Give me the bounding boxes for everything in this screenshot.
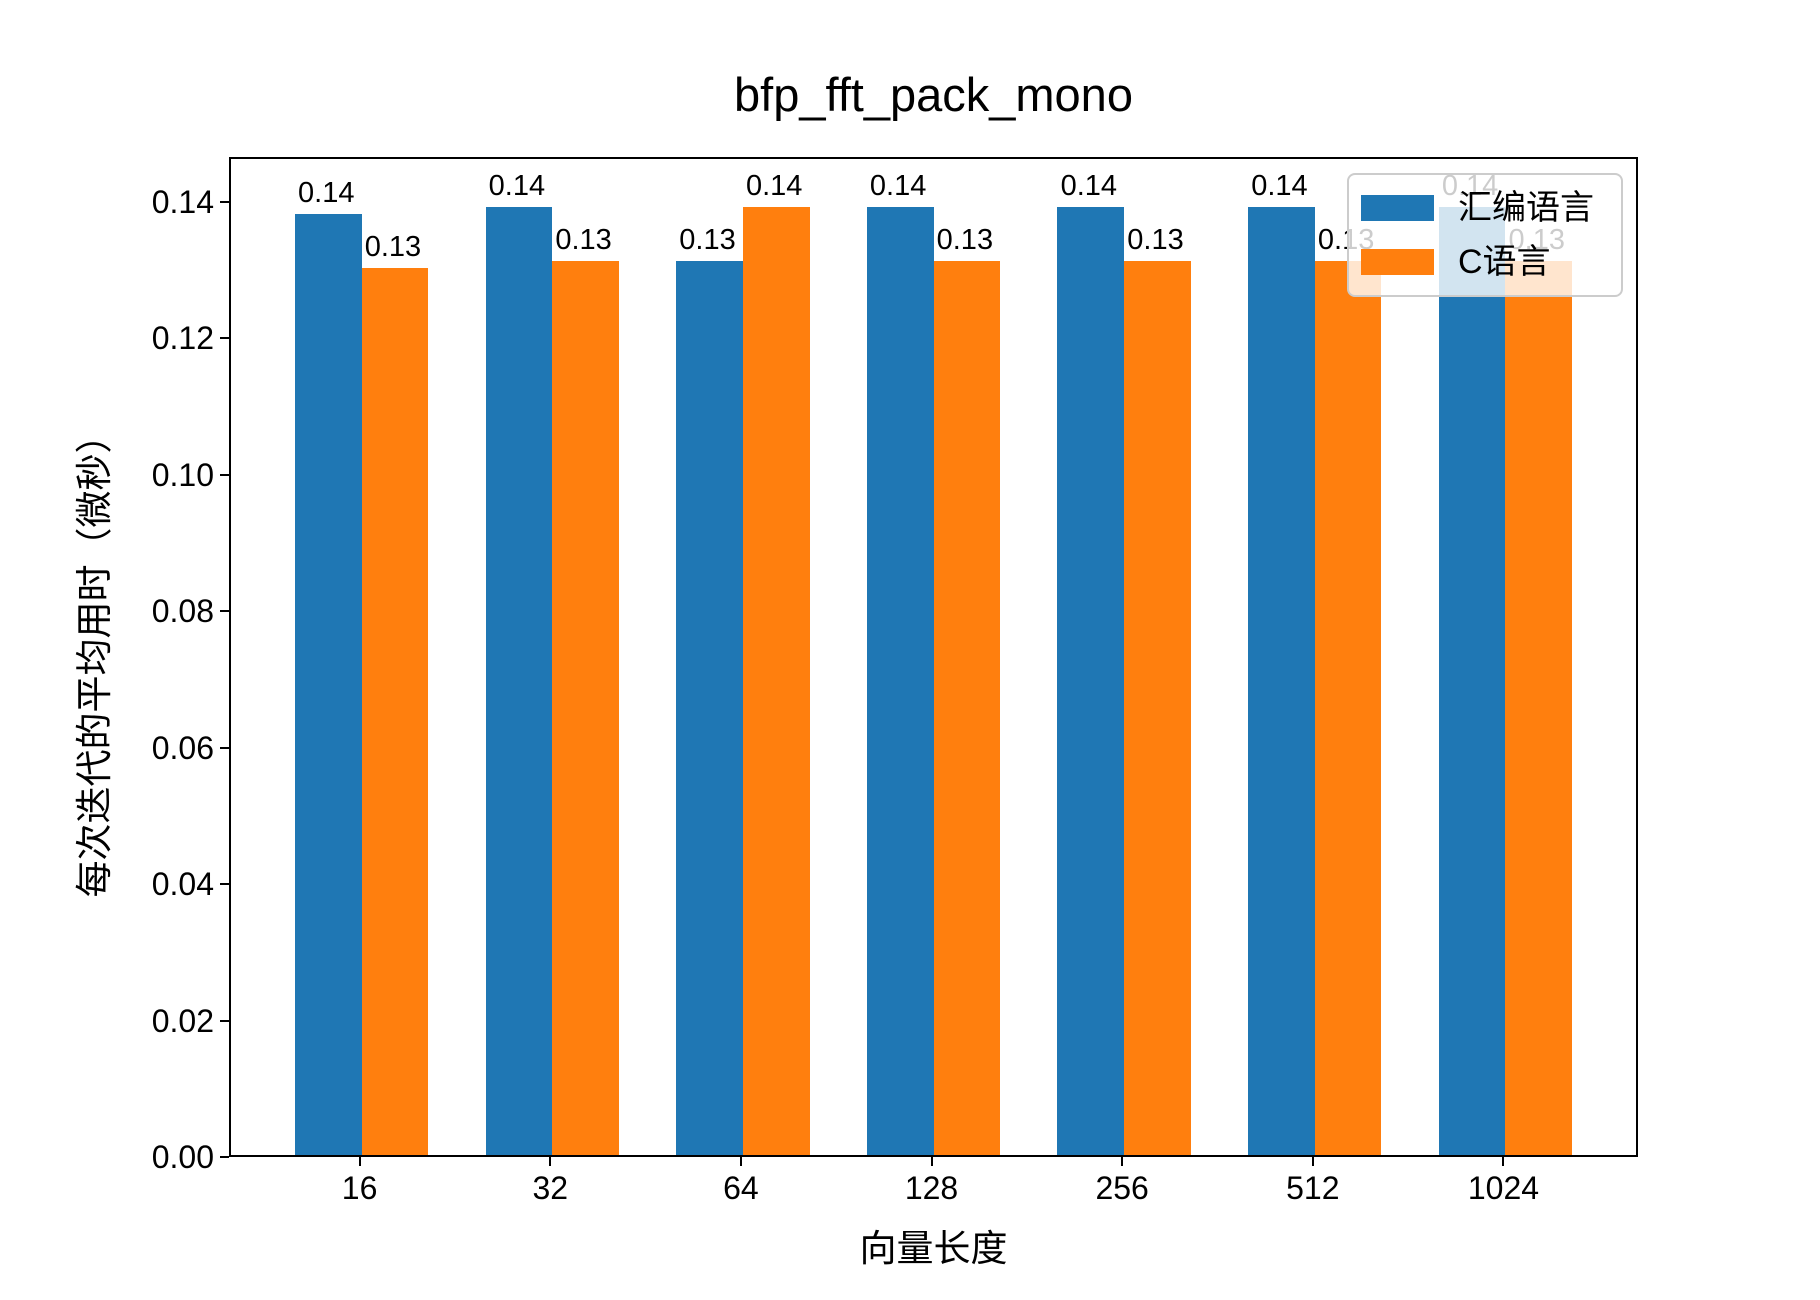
legend-item-assembly: 汇编语言 [1361,188,1609,228]
bar-c-language-1024 [1505,261,1573,1155]
y-tick-label: 0.06 [151,729,214,766]
bar-value-label-assembly-32: 0.14 [488,169,546,202]
legend-swatch-assembly [1361,195,1434,221]
x-axis-label: 向量长度 [859,1228,1008,1269]
bar-c-language-64 [742,206,810,1155]
y-tick-mark [220,1156,229,1158]
y-tick-label: 0.08 [151,593,214,630]
x-tick-mark [930,1157,933,1166]
y-tick-mark [220,610,229,613]
bar-assembly-256 [1057,206,1125,1155]
y-tick-mark [220,337,229,340]
x-tick-mark [1311,1157,1314,1166]
y-tick-label: 0.04 [151,866,214,903]
bar-assembly-1024 [1438,206,1506,1155]
bar-value-label-c-language-64: 0.14 [745,169,803,202]
bar-value-label-assembly-512: 0.14 [1251,169,1308,202]
bar-value-label-assembly-128: 0.14 [869,169,927,202]
bar-assembly-128 [866,206,934,1155]
bar-assembly-512 [1248,206,1315,1155]
y-tick-mark [220,1019,229,1022]
x-tick-mark [1502,1157,1505,1166]
bar-value-label-assembly-16: 0.14 [298,176,355,209]
x-tick-label: 128 [904,1170,959,1206]
bar-value-label-assembly-256: 0.14 [1060,169,1118,202]
y-tick-mark [220,746,229,749]
y-tick-mark [220,473,229,476]
x-tick-mark [1121,1157,1124,1166]
bar-c-language-256 [1124,261,1191,1155]
x-tick-label: 64 [723,1170,759,1206]
legend-item-c-language: C语言 [1361,242,1609,282]
legend-label-assembly: 汇编语言 [1458,189,1594,227]
bar-value-label-assembly-64: 0.13 [679,224,736,257]
y-tick-mark [220,883,229,886]
bar-c-language-16 [361,268,429,1155]
legend-label-c-language: C语言 [1458,243,1551,281]
x-tick-mark [549,1157,552,1166]
bar-value-label-c-language-16: 0.13 [364,231,422,264]
chart-title: bfp_fft_pack_mono [734,68,1133,121]
legend: 汇编语言 C语言 [1347,173,1623,297]
bar-value-label-c-language-256: 0.13 [1127,224,1184,257]
bar-c-language-32 [552,261,619,1155]
bar-value-label-c-language-128: 0.13 [936,224,994,257]
legend-swatch-c-language [1361,249,1434,275]
bar-assembly-32 [485,206,553,1155]
bar-assembly-64 [676,261,743,1155]
x-tick-mark [358,1157,361,1166]
y-tick-label: 0.10 [151,456,214,493]
x-tick-mark [739,1157,742,1166]
plot-area [229,157,1638,1157]
bar-value-label-c-language-32: 0.13 [555,224,612,257]
y-tick-mark [220,201,229,204]
bar-assembly-16 [294,213,362,1155]
x-tick-label: 32 [532,1170,569,1206]
x-tick-label: 16 [341,1170,378,1206]
y-tick-label: 0.02 [151,1002,214,1039]
y-tick-label: 0.14 [151,184,214,221]
y-tick-label: 0.12 [151,320,214,357]
bar-c-language-512 [1314,261,1382,1155]
x-tick-label: 256 [1095,1170,1149,1206]
y-tick-label: 0.00 [151,1139,214,1175]
bar-c-language-128 [933,261,1001,1155]
x-tick-label: 1024 [1467,1170,1540,1206]
x-tick-label: 512 [1286,1170,1340,1206]
